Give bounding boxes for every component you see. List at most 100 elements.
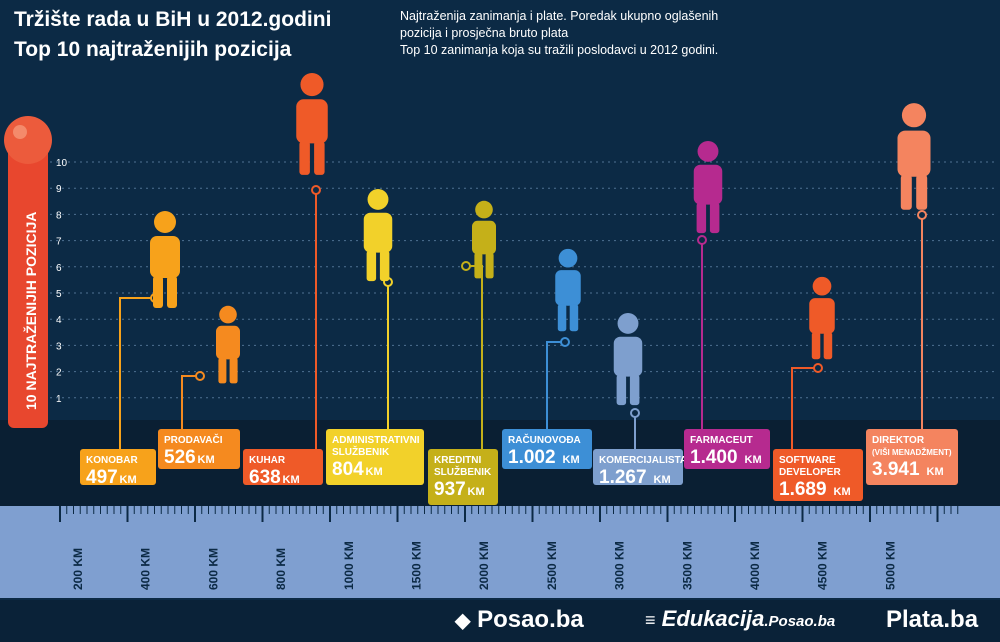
salary-unit: KM [563, 454, 580, 466]
person-leg [709, 202, 720, 234]
edukacija-logo-text: Edukacija [661, 606, 765, 631]
salary-unit: KM [834, 486, 851, 498]
person-body [693, 164, 723, 205]
connector-node [917, 210, 927, 220]
ruler-tick-label: 4000 KM [748, 541, 762, 590]
figures [150, 73, 931, 406]
person-leg [229, 357, 238, 384]
person-body [296, 99, 328, 144]
ruler-tick-label: 5000 KM [883, 541, 897, 590]
connector-line [791, 367, 818, 449]
thermometer-highlight [13, 125, 27, 139]
salary-unit: KM [927, 466, 944, 478]
salary-value: 497 [86, 467, 118, 488]
person-head [367, 188, 389, 210]
person-leg [379, 250, 390, 282]
person-figure [613, 312, 643, 406]
person-head [558, 248, 578, 268]
person-body [472, 220, 496, 255]
person-body [897, 130, 931, 177]
edukacija-logo[interactable]: ≡ Edukacija.Posao.ba [645, 606, 835, 632]
rank-tick-label: 2 [56, 368, 62, 379]
ruler-tick-label: 3500 KM [680, 541, 694, 590]
ruler-tick-label: 1500 KM [410, 541, 424, 590]
person-leg [167, 276, 177, 308]
category-name-line2: SLUŽBENIK [332, 445, 390, 458]
person-head [617, 312, 639, 334]
connector-line [546, 341, 565, 429]
person-leg [474, 252, 483, 279]
ruler-ticks [59, 506, 959, 522]
person-body [555, 270, 581, 306]
ruler-tick-label: 400 KM [139, 548, 153, 590]
person-figure [555, 248, 581, 332]
label-box [158, 429, 240, 469]
thermometer-bulb [4, 116, 52, 164]
ruler-tick-label: 4500 KM [816, 541, 830, 590]
salary-value: 638 [249, 467, 281, 488]
category-name: KUHAR [249, 455, 286, 466]
category-name: SOFTWARE [779, 455, 836, 466]
person-leg [557, 304, 567, 332]
person-leg [218, 357, 227, 384]
rank-tick-label: 6 [56, 263, 62, 274]
plata-logo[interactable]: Plata.ba [886, 606, 978, 634]
person-figure [897, 103, 931, 210]
posao-logo-text: Posao.ba [477, 606, 584, 633]
person-leg [616, 374, 627, 406]
person-head [812, 276, 832, 296]
ruler-tick-label: 2500 KM [545, 541, 559, 590]
person-leg [299, 141, 310, 175]
rank-tick-label: 10 [56, 158, 68, 169]
person-figure [693, 140, 723, 234]
rank-gridlines [50, 161, 995, 399]
subtitle-line2: pozicija i prosječna bruto plata [400, 26, 569, 40]
connector-node [311, 185, 321, 195]
label-box [684, 429, 770, 469]
person-head [154, 211, 176, 233]
thermometer-tube [8, 140, 48, 428]
salary-unit: KM [745, 454, 762, 466]
person-body [363, 212, 393, 253]
category-name: KREDITNI [434, 455, 481, 466]
person-leg [569, 304, 579, 332]
person-leg [811, 332, 821, 360]
label-box [773, 449, 863, 501]
salary-unit: KM [283, 474, 300, 486]
ruler-labels: 200 KM 400 KM 600 KM 800 KM 1000 KM 1500 KM 20… [71, 541, 897, 590]
category-name-line2: SLUŽBENIK [434, 465, 492, 478]
person-figure [216, 305, 240, 384]
salary-unit: KM [366, 466, 383, 478]
ruler-tick-label: 800 KM [274, 548, 288, 590]
connector-node [560, 337, 570, 347]
label-box [428, 449, 498, 505]
salary-value: 526 [164, 447, 196, 468]
label-box [866, 429, 958, 485]
salary-unit: KM [468, 486, 485, 498]
person-leg [823, 332, 833, 360]
label-box [593, 449, 683, 485]
subtitle-line1: Najtraženija zanimanja i plate. Poredak … [400, 9, 719, 23]
category-name: ADMINISTRATIVNI [332, 435, 420, 446]
rank-tick-label: 7 [56, 237, 62, 248]
rank-tick-label: 1 [56, 394, 62, 405]
salary-ruler [0, 506, 1000, 598]
person-body [150, 236, 180, 278]
rank-tick-labels: 1 2 3 4 5 6 7 8 9 10 [56, 158, 68, 405]
salary-value: 804 [332, 459, 364, 480]
subtitle-line3: Top 10 zanimanja koja su tražili posloda… [400, 43, 719, 57]
salary-value: 1.267 [599, 467, 647, 488]
salary-value: 1.002 [508, 447, 556, 468]
posao-logo[interactable]: ◆ Posao.ba [455, 606, 584, 634]
category-name: RAČUNOVOĐA [508, 433, 581, 446]
ruler-tick-label: 200 KM [71, 548, 85, 590]
person-head [697, 140, 719, 162]
category-name: KOMERCIJALISTA [599, 455, 687, 466]
rank-tick-label: 4 [56, 315, 62, 326]
label-box [80, 449, 156, 485]
salary-value: 1.400 [690, 447, 738, 468]
person-leg [485, 252, 494, 279]
person-leg [366, 250, 377, 282]
person-head [300, 73, 324, 97]
